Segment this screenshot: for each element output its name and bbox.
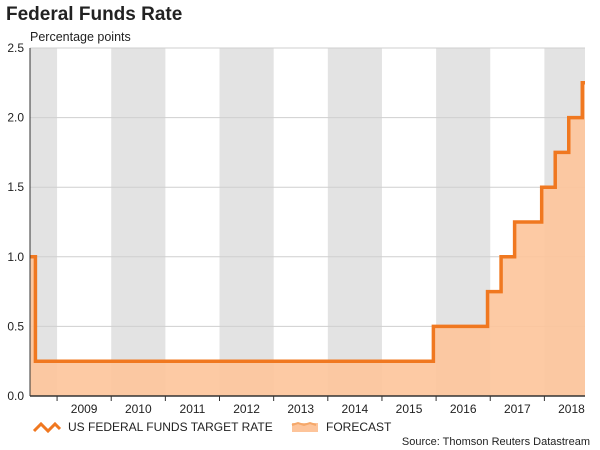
y-tick-label-1.5: 1.5 bbox=[7, 180, 24, 194]
y-tick-label-0.0: 0.0 bbox=[7, 389, 24, 403]
y-tick-label-layer: 0.0 0.5 1.0 1.5 2.0 2.5 bbox=[7, 41, 24, 403]
legend-swatch-forecast bbox=[291, 421, 318, 432]
x-tick-label-2014: 2014 bbox=[342, 402, 369, 416]
legend-item-target-rate: US FEDERAL FUNDS TARGET RATE bbox=[32, 420, 273, 434]
gridline-layer bbox=[30, 47, 585, 327]
x-tick-label-2018: 2018 bbox=[558, 402, 585, 416]
y-tick-label-0.5: 0.5 bbox=[7, 319, 24, 333]
year-band-2012 bbox=[219, 48, 274, 396]
legend-label-forecast: FORECAST bbox=[326, 420, 392, 434]
legend-label-target-rate: US FEDERAL FUNDS TARGET RATE bbox=[68, 420, 273, 434]
y-tick-label-2.5: 2.5 bbox=[7, 41, 24, 55]
chart-source: Source: Thomson Reuters Datastream bbox=[401, 436, 590, 448]
x-tick-label-2017: 2017 bbox=[504, 402, 531, 416]
x-tick-label-2010: 2010 bbox=[125, 402, 152, 416]
area-layer bbox=[30, 82, 585, 397]
chart-title: Federal Funds Rate bbox=[6, 4, 183, 25]
x-tick-label-2013: 2013 bbox=[287, 402, 314, 416]
legend-item-forecast: FORECAST bbox=[290, 420, 391, 434]
x-tick-label-2011: 2011 bbox=[180, 402, 206, 416]
x-tick-label-layer: 2009 2010 2011 2012 2013 2014 2015 2016 2017 2018 bbox=[56, 396, 585, 416]
chart-plot: 0.00.51.01.52.02.5 2009 2010 2011 2012 2013 2… bbox=[7, 41, 585, 416]
x-tick-label-2009: 2009 bbox=[71, 402, 98, 416]
series-line-layer bbox=[30, 81, 585, 363]
series-area-target-rate bbox=[30, 82, 585, 397]
year-band-2010 bbox=[111, 48, 166, 396]
x-tick-label-2016: 2016 bbox=[450, 402, 477, 416]
y-tick-label-1.0: 1.0 bbox=[7, 250, 24, 264]
axis-layer bbox=[29, 48, 585, 397]
chart-subtitle: Percentage points bbox=[30, 30, 131, 44]
year-band-2014 bbox=[327, 48, 382, 396]
y-tick-label-2.0: 2.0 bbox=[7, 111, 24, 125]
legend-swatch-target-rate bbox=[32, 421, 62, 434]
x-tick-label-2012: 2012 bbox=[233, 402, 260, 416]
x-tick-label-2015: 2015 bbox=[396, 402, 423, 416]
series-line-target-rate bbox=[30, 81, 585, 363]
